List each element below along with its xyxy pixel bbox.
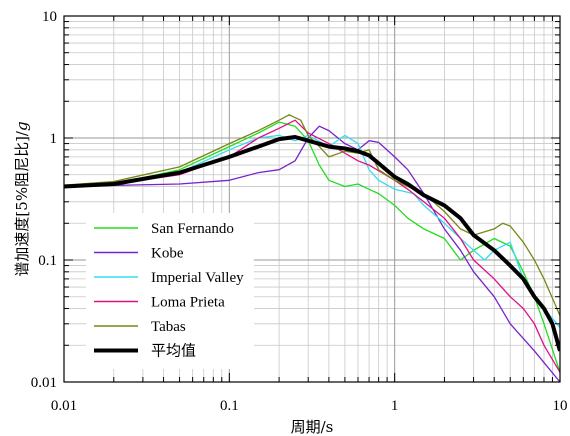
series-line <box>64 135 560 352</box>
grid-lines <box>64 16 560 382</box>
x-tick-label: 10 <box>553 398 568 414</box>
series-layer <box>64 114 560 382</box>
legend: San Fernando Kobe Imperial Valley Loma Prie… <box>94 221 244 360</box>
y-tick-label: 10 <box>42 9 57 25</box>
series-line <box>64 134 560 328</box>
x-axis-title: 周期/s <box>291 418 334 436</box>
plot-frame <box>63 15 561 383</box>
y-axis-title-main: 谱加速度[5%阻尼比]/ <box>13 130 31 277</box>
legend-box <box>86 213 254 369</box>
y-axis-title-unit: g <box>13 121 31 131</box>
legend-label: Tabas <box>151 319 186 335</box>
y-axis-title: 谱加速度[5%阻尼比]/g <box>13 121 31 276</box>
x-tick-label: 0.01 <box>51 398 77 414</box>
legend-label: 平均值 <box>151 343 196 360</box>
y-tick-label: 1 <box>50 131 58 147</box>
x-tick-label: 1 <box>391 398 399 414</box>
legend-label: Loma Prieta <box>151 295 225 311</box>
series-line <box>64 121 560 373</box>
series-line <box>64 119 560 373</box>
series-line <box>64 125 560 382</box>
legend-label: Kobe <box>151 246 184 262</box>
y-tick-label: 0.01 <box>31 375 57 391</box>
y-tick-label: 0.1 <box>38 253 57 269</box>
axis-ticks <box>63 16 560 383</box>
legend-label: San Fernando <box>151 221 234 237</box>
x-tick-label: 0.1 <box>220 398 239 414</box>
legend-label: Imperial Valley <box>151 270 244 286</box>
tick-labels: 0.01 0.1 1 10 0.01 0.1 1 10 <box>31 9 568 414</box>
